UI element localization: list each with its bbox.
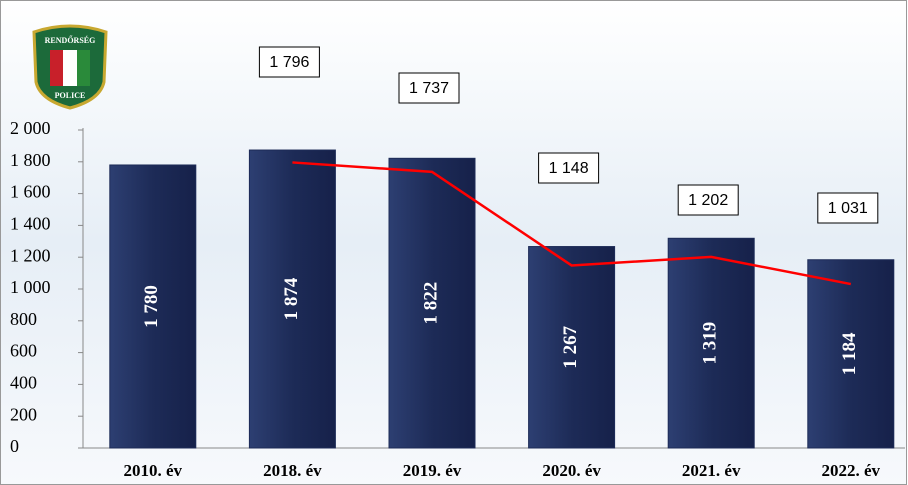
y-tick-label: 0 [10, 436, 19, 456]
y-tick-label: 1 000 [10, 277, 51, 297]
bar [667, 237, 755, 449]
y-tick-label: 1 600 [10, 182, 51, 202]
y-tick-label: 1 200 [10, 245, 51, 265]
logo: RENDŐRSÉG POLICE [32, 24, 108, 110]
label-box [398, 72, 460, 104]
logo-bottom: POLICE [55, 91, 86, 100]
x-tick-label: 2021. év [682, 461, 741, 480]
x-tick-label: 2022. év [822, 461, 881, 480]
line-value-label: 1 148 [538, 152, 600, 184]
bar [807, 259, 895, 449]
line-value-label-text: 1 796 [269, 54, 309, 71]
line-value-label-text: 1 202 [688, 192, 728, 209]
x-tick-label: 2010. év [124, 461, 183, 480]
bar [528, 246, 616, 449]
label-box [258, 46, 320, 78]
line-value-label: 1 796 [258, 46, 320, 78]
line-value-label-text: 1 148 [549, 160, 589, 177]
logo-top: RENDŐRSÉG [45, 35, 96, 45]
y-tick-label: 600 [10, 341, 37, 361]
x-tick-label: 2018. év [263, 461, 322, 480]
bar-value-label: 1 184 [839, 332, 860, 375]
label-box [817, 192, 879, 224]
y-tick-label: 400 [10, 373, 37, 393]
label-box [538, 152, 600, 184]
bar [248, 149, 336, 449]
bar [109, 164, 197, 449]
y-tick-label: 2 000 [10, 118, 51, 138]
y-tick-label: 200 [10, 404, 37, 424]
bar [388, 157, 476, 449]
y-tick-label: 1 800 [10, 150, 51, 170]
x-tick-label: 2019. év [403, 461, 462, 480]
bar-value-label: 1 822 [420, 282, 441, 325]
bar-value-label: 1 780 [141, 285, 162, 328]
x-tick-label: 2020. év [542, 461, 601, 480]
bar-value-label: 1 319 [700, 322, 721, 365]
bar-value-label: 1 874 [281, 277, 302, 320]
line [292, 161, 852, 286]
line-value-label: 1 737 [398, 72, 460, 104]
line-value-label-text: 1 031 [828, 200, 868, 217]
y-tick-label: 800 [10, 309, 37, 329]
y-tick-label: 1 400 [10, 214, 51, 234]
line-value-label: 1 202 [677, 184, 739, 216]
bar-value-label: 1 267 [560, 325, 581, 368]
line-value-label: 1 031 [817, 192, 879, 224]
label-box [677, 184, 739, 216]
line-value-label-text: 1 737 [409, 80, 449, 97]
